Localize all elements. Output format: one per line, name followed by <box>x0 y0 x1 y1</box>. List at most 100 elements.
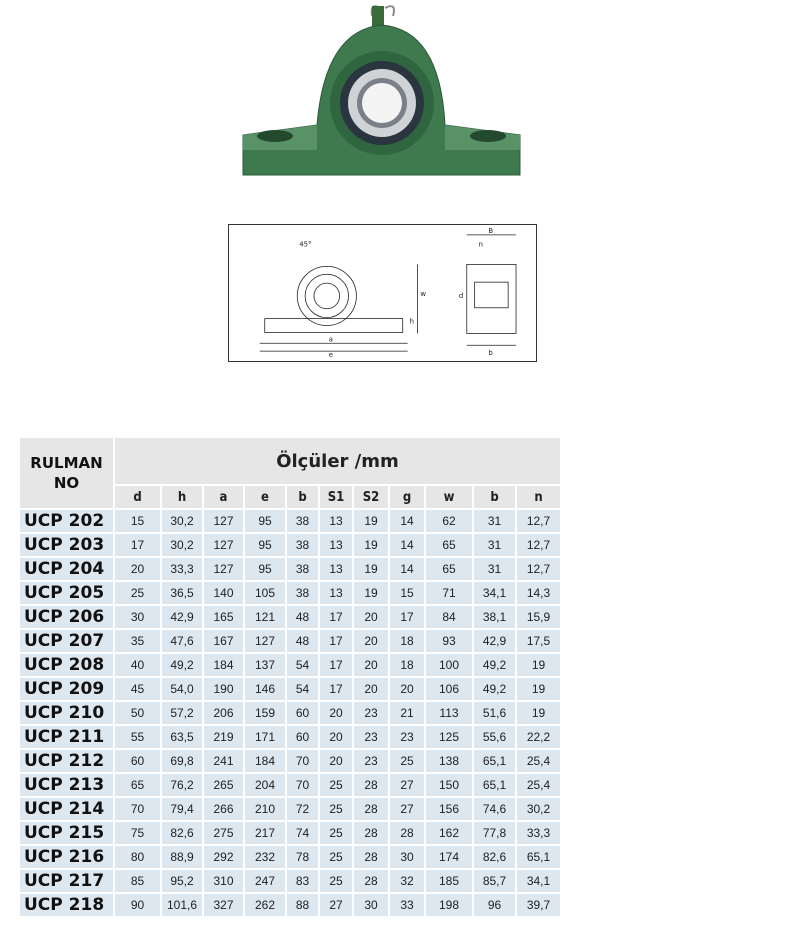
bearing-number: UCP 210 <box>20 702 113 724</box>
cell-a: 310 <box>204 870 243 892</box>
cell-g: 15 <box>390 582 424 604</box>
cell-b: 74 <box>287 822 318 844</box>
label-n: n <box>479 241 483 249</box>
cell-g: 18 <box>390 630 424 652</box>
cell-b: 82,6 <box>474 846 515 868</box>
cell-e: 262 <box>245 894 285 916</box>
cell-s2: 19 <box>354 582 388 604</box>
cell-n: 65,1 <box>517 846 560 868</box>
cell-e: 247 <box>245 870 285 892</box>
cell-b: 38,1 <box>474 606 515 628</box>
cell-s2: 19 <box>354 510 388 532</box>
table-row: UCP 208 40 49,2 184 137 54 17 20 18 100 49,2 19 <box>20 654 560 676</box>
cell-d: 80 <box>115 846 160 868</box>
cell-n: 15,9 <box>517 606 560 628</box>
cell-s1: 25 <box>320 774 352 796</box>
table-row: UCP 203 17 30,2 127 95 38 13 19 14 65 31 12,7 <box>20 534 560 556</box>
table-row: UCP 206 30 42,9 165 121 48 17 20 17 84 38,1 15,9 <box>20 606 560 628</box>
cell-n: 12,7 <box>517 534 560 556</box>
cell-s2: 28 <box>354 846 388 868</box>
cell-d: 90 <box>115 894 160 916</box>
cell-h: 69,8 <box>162 750 202 772</box>
cell-b: 38 <box>287 510 318 532</box>
cell-n: 12,7 <box>517 510 560 532</box>
cell-h: 36,5 <box>162 582 202 604</box>
bearing-number: UCP 209 <box>20 678 113 700</box>
cell-h: 88,9 <box>162 846 202 868</box>
cell-a: 275 <box>204 822 243 844</box>
cell-w: 125 <box>426 726 472 748</box>
cell-s1: 25 <box>320 822 352 844</box>
pillow-block-bearing-photo <box>242 5 521 176</box>
cell-h: 82,6 <box>162 822 202 844</box>
cell-a: 266 <box>204 798 243 820</box>
dimensions-table: RULMAN NO Ölçüler /mm d h a e b S1 S2 g w b n UCP 2… <box>18 436 562 918</box>
cell-s1: 20 <box>320 726 352 748</box>
label-45: 45° <box>299 241 311 249</box>
cell-e: 232 <box>245 846 285 868</box>
cell-h: 30,2 <box>162 534 202 556</box>
cell-n: 19 <box>517 678 560 700</box>
label-a: a <box>329 335 333 343</box>
cell-s1: 13 <box>320 558 352 580</box>
table-row: UCP 216 80 88,9 292 232 78 25 28 30 174 82,6 65,1 <box>20 846 560 868</box>
bearing-number: UCP 204 <box>20 558 113 580</box>
bearing-number: UCP 213 <box>20 774 113 796</box>
cell-d: 55 <box>115 726 160 748</box>
cell-s1: 20 <box>320 750 352 772</box>
bearing-number: UCP 208 <box>20 654 113 676</box>
cell-b: 85,7 <box>474 870 515 892</box>
bearing-number: UCP 215 <box>20 822 113 844</box>
table-row: UCP 214 70 79,4 266 210 72 25 28 27 156 74,6 30,2 <box>20 798 560 820</box>
cell-e: 171 <box>245 726 285 748</box>
cell-w: 93 <box>426 630 472 652</box>
table-row: UCP 204 20 33,3 127 95 38 13 19 14 65 31 12,7 <box>20 558 560 580</box>
cell-a: 127 <box>204 534 243 556</box>
bearing-number: UCP 212 <box>20 750 113 772</box>
cell-b: 31 <box>474 558 515 580</box>
cell-w: 100 <box>426 654 472 676</box>
cell-n: 19 <box>517 654 560 676</box>
cell-b: 77,8 <box>474 822 515 844</box>
cell-b: 55,6 <box>474 726 515 748</box>
cell-w: 84 <box>426 606 472 628</box>
column-header-b: b <box>287 486 318 508</box>
cell-a: 165 <box>204 606 243 628</box>
cell-g: 27 <box>390 798 424 820</box>
cell-g: 14 <box>390 558 424 580</box>
cell-w: 150 <box>426 774 472 796</box>
cell-w: 138 <box>426 750 472 772</box>
cell-b: 49,2 <box>474 654 515 676</box>
label-w: w <box>420 290 426 298</box>
label-b: b <box>488 349 492 357</box>
cell-w: 198 <box>426 894 472 916</box>
cell-d: 70 <box>115 798 160 820</box>
table-row: UCP 213 65 76,2 265 204 70 25 28 27 150 65,1 25,4 <box>20 774 560 796</box>
cell-h: 42,9 <box>162 606 202 628</box>
table-row: UCP 207 35 47,6 167 127 48 17 20 18 93 42,9 17,5 <box>20 630 560 652</box>
cell-s1: 17 <box>320 654 352 676</box>
cell-b: 54 <box>287 654 318 676</box>
cell-s2: 23 <box>354 702 388 724</box>
column-header-a: a <box>204 486 243 508</box>
cell-a: 184 <box>204 654 243 676</box>
table-row: UCP 217 85 95,2 310 247 83 25 28 32 185 85,7 34,1 <box>20 870 560 892</box>
cell-a: 265 <box>204 774 243 796</box>
cell-h: 101,6 <box>162 894 202 916</box>
cell-b: 83 <box>287 870 318 892</box>
cell-e: 146 <box>245 678 285 700</box>
cell-w: 113 <box>426 702 472 724</box>
column-header-g: g <box>390 486 424 508</box>
cell-n: 39,7 <box>517 894 560 916</box>
cell-d: 60 <box>115 750 160 772</box>
cell-g: 28 <box>390 822 424 844</box>
cell-s2: 20 <box>354 654 388 676</box>
technical-drawing: 45° a e h w B n d b <box>228 224 537 362</box>
label-h: h <box>410 318 414 326</box>
cell-w: 71 <box>426 582 472 604</box>
cell-b: 72 <box>287 798 318 820</box>
column-header-b: b <box>474 486 515 508</box>
cell-h: 76,2 <box>162 774 202 796</box>
cell-d: 25 <box>115 582 160 604</box>
cell-s2: 23 <box>354 726 388 748</box>
